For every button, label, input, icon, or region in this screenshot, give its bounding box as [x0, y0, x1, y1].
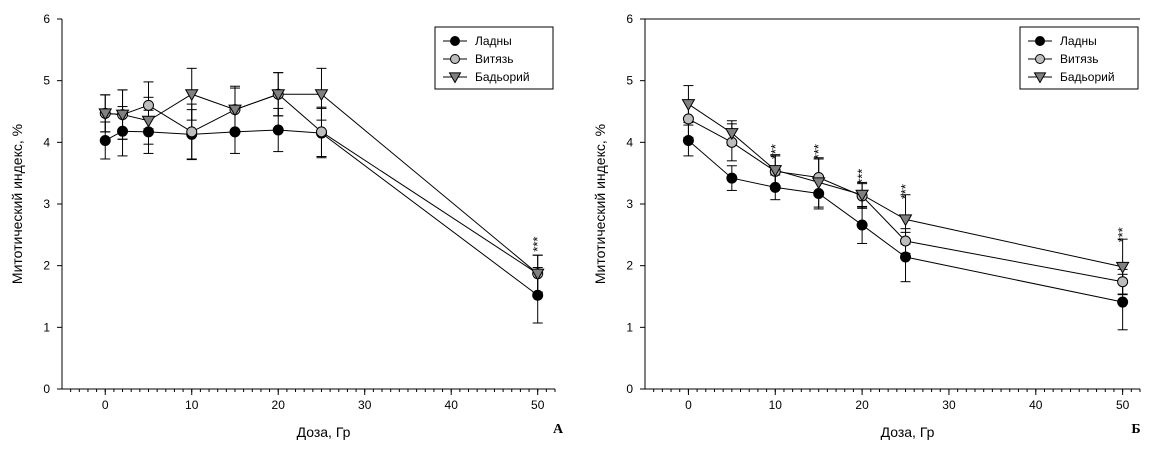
y-tick-label: 5 [626, 74, 633, 88]
data-point [811, 177, 826, 190]
legend-marker [448, 72, 462, 84]
data-point [142, 99, 154, 111]
x-tick-label: 40 [445, 398, 459, 412]
significance-annotation: *** [1115, 227, 1130, 242]
data-point [1117, 296, 1129, 308]
data-point [900, 235, 912, 247]
significance-annotation: *** [855, 169, 870, 184]
data-point [769, 181, 781, 193]
x-tick-label: 50 [1116, 398, 1130, 412]
data-point [115, 109, 130, 122]
x-tick-label: 20 [272, 398, 286, 412]
data-point [117, 125, 129, 137]
data-point [98, 108, 113, 121]
data-point [724, 128, 739, 141]
x-tick-label: 50 [531, 398, 545, 412]
y-tick-label: 4 [43, 135, 50, 149]
legend-label: Витязь [475, 52, 513, 66]
data-point [682, 113, 694, 125]
y-tick-label: 6 [626, 12, 633, 26]
legend-label: Ладны [475, 34, 512, 48]
data-point [726, 172, 738, 184]
significance-annotation: *** [898, 184, 913, 199]
x-tick-label: 10 [769, 398, 783, 412]
data-point [681, 99, 696, 112]
panel-label: Б [1131, 422, 1140, 437]
data-point [768, 165, 783, 178]
legend-marker [1035, 36, 1045, 46]
data-point [813, 188, 825, 200]
data-point [682, 134, 694, 146]
significance-annotation: *** [811, 144, 826, 159]
data-point [271, 89, 286, 102]
data-point [186, 126, 198, 138]
y-tick-label: 0 [43, 382, 50, 396]
x-tick-label: 0 [102, 398, 109, 412]
data-point [99, 134, 111, 146]
x-tick-label: 0 [685, 398, 692, 412]
data-point [532, 289, 544, 301]
panel-b: 0 10 20 30 40 50 0 1 2 3 4 5 6 Доза, Гр Митотический и… [592, 12, 1141, 440]
legend-label: Бадьорий [475, 70, 530, 84]
legend-marker [450, 36, 460, 46]
x-tick-label: 30 [942, 398, 956, 412]
y-tick-label: 3 [43, 197, 50, 211]
y-tick-label: 1 [43, 320, 50, 334]
x-tick-label: 40 [1029, 398, 1043, 412]
significance-annotation: *** [530, 236, 545, 251]
x-tick-label: 30 [358, 398, 372, 412]
y-axis-title: Митотический индекс, % [592, 124, 608, 284]
data-point [314, 89, 329, 102]
legend-label: Витязь [1060, 52, 1098, 66]
legend-marker [450, 54, 460, 64]
y-tick-label: 5 [43, 74, 50, 88]
data-point [856, 219, 868, 231]
data-point [228, 104, 242, 117]
data-point [229, 126, 241, 138]
y-tick-label: 4 [626, 135, 633, 149]
significance-annotation: *** [768, 144, 783, 159]
x-tick-label: 20 [855, 398, 869, 412]
y-tick-label: 2 [43, 259, 50, 273]
y-tick-label: 6 [43, 12, 50, 26]
y-tick-label: 3 [626, 197, 633, 211]
legend-label: Бадьорий [1060, 70, 1115, 84]
data-point [1115, 261, 1130, 274]
data-point [900, 251, 912, 263]
data-point [142, 126, 154, 138]
legend-label: Ладны [1060, 34, 1097, 48]
legend-marker [1033, 72, 1047, 84]
y-tick-label: 2 [626, 259, 633, 273]
data-point [1117, 276, 1129, 288]
data-point [184, 89, 199, 102]
data-point [898, 214, 913, 227]
data-point [315, 126, 327, 138]
y-axis-title: Митотический индекс, % [9, 124, 25, 284]
data-point [530, 268, 545, 281]
y-tick-label: 1 [626, 320, 633, 334]
data-point [141, 115, 156, 128]
x-tick-label: 10 [185, 398, 199, 412]
x-axis-title: Доза, Гр [881, 424, 935, 440]
data-point [272, 124, 284, 136]
x-axis-title: Доза, Гр [297, 424, 351, 440]
panel-label: А [553, 422, 564, 437]
panel-a: 0 10 20 30 40 50 0 1 2 3 4 5 6 Доза, Гр Митотический и… [9, 12, 564, 440]
legend-marker [1035, 54, 1045, 64]
data-point [855, 189, 869, 202]
y-tick-label: 0 [626, 382, 633, 396]
